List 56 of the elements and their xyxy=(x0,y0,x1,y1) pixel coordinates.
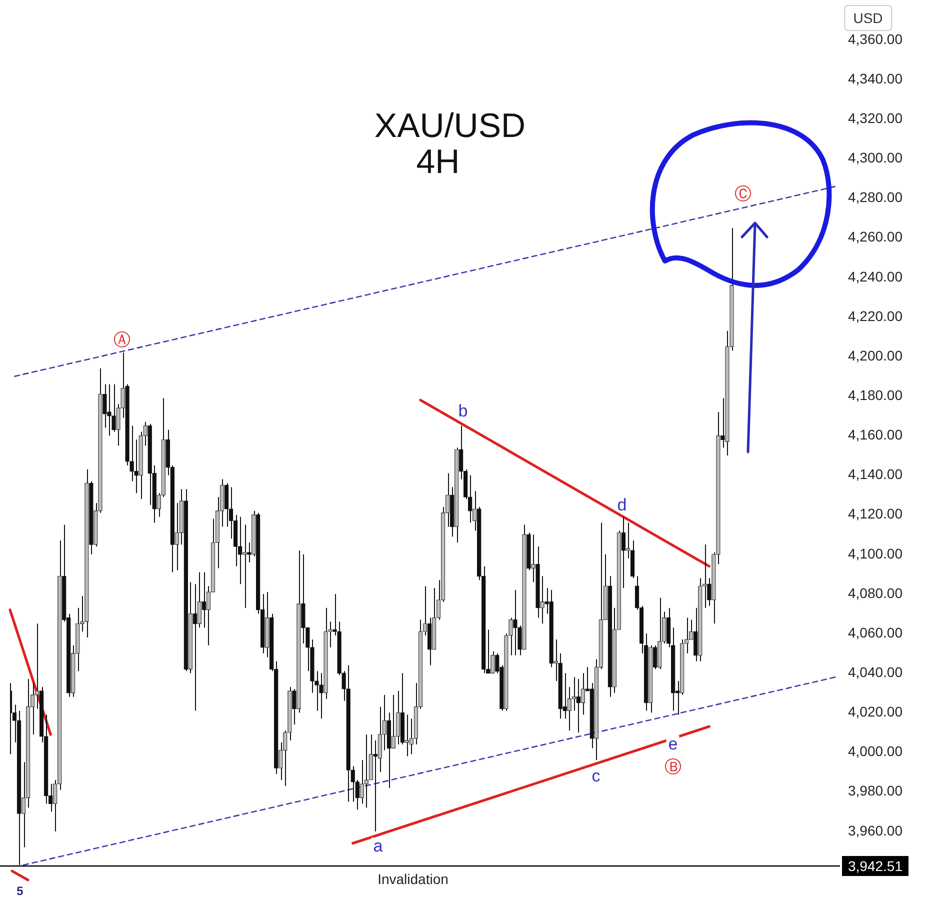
candlestick xyxy=(572,676,576,712)
annotation: e xyxy=(666,734,680,754)
annotation: Ⓑ xyxy=(664,758,682,776)
y-tick-label: 4,320.00 xyxy=(848,110,903,126)
candlestick xyxy=(373,740,378,832)
y-tick-label: 4,000.00 xyxy=(848,743,903,760)
candlestick xyxy=(202,572,206,628)
candlestick xyxy=(238,516,242,585)
y-tick-label: 4,120.00 xyxy=(848,506,903,522)
annotation: d xyxy=(617,496,627,514)
y-tick-label: 4,180.00 xyxy=(848,386,903,403)
y-tick-label: 4,080.00 xyxy=(848,584,903,601)
candlestick xyxy=(621,516,626,589)
candlestick xyxy=(576,678,580,733)
candlestick xyxy=(360,760,364,804)
annotation: b xyxy=(458,402,468,420)
y-tick-label: 4,280.00 xyxy=(848,189,903,206)
candlestick xyxy=(224,482,229,528)
candlestick xyxy=(364,734,368,808)
y-tick-label: 4,020.00 xyxy=(848,704,903,720)
candlestick xyxy=(192,584,198,712)
y-tick-label: 4,300.00 xyxy=(848,150,903,166)
y-tick-label: 3,980.00 xyxy=(848,782,903,799)
y-tick-label: 4,160.00 xyxy=(848,426,903,443)
ref-line-label: 3,942.51 xyxy=(848,858,903,874)
candlestick xyxy=(694,607,698,662)
candlestick xyxy=(283,730,288,786)
text: 4H xyxy=(416,143,460,181)
candlestick xyxy=(396,690,400,745)
y-tick-label: 4,220.00 xyxy=(848,308,903,324)
y-tick-label: 4,100.00 xyxy=(848,545,903,562)
annotation: Ⓒ xyxy=(734,184,752,204)
annotation: Ⓐ xyxy=(114,330,130,350)
candlestick xyxy=(409,718,414,755)
text: Invalidation xyxy=(378,871,448,887)
text: USD xyxy=(844,5,892,31)
candlestick xyxy=(490,650,495,674)
y-tick-label: 4,240.00 xyxy=(848,268,903,284)
text: XAU/USD xyxy=(374,107,526,145)
annotation: c xyxy=(590,766,602,786)
candlestick xyxy=(720,398,725,448)
y-tick-label: 3,960.00 xyxy=(848,822,903,838)
y-tick-label: 4,060.00 xyxy=(848,624,903,640)
y-tick-label: 4,200.00 xyxy=(848,347,903,364)
y-tick-label: 4,140.00 xyxy=(848,466,903,482)
candlestick xyxy=(350,766,355,802)
candlestick xyxy=(652,644,658,670)
y-tick-label: 4,260.00 xyxy=(848,228,903,245)
annotation: a xyxy=(371,836,385,856)
text: 5 xyxy=(16,884,24,898)
candlestick xyxy=(391,694,396,749)
y-tick-label: 4,040.00 xyxy=(848,664,903,680)
candlestick xyxy=(580,672,586,716)
candlestick xyxy=(378,706,382,773)
y-tick-label: 4,340.00 xyxy=(848,70,903,86)
y-tick-label: 4,360.00 xyxy=(848,30,903,47)
